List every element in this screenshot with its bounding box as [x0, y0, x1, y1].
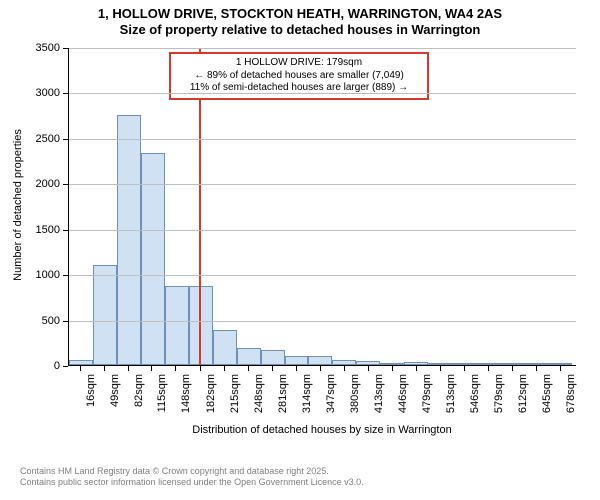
y-tick-label: 1500	[20, 224, 60, 236]
histogram-bar	[285, 356, 309, 365]
x-tick-label: 49sqm	[109, 374, 121, 414]
y-tick-mark	[63, 321, 68, 322]
histogram-bar	[476, 363, 500, 365]
y-tick-label: 2000	[20, 178, 60, 190]
histogram-chart: 1, HOLLOW DRIVE, STOCKTON HEATH, WARRING…	[0, 0, 600, 500]
x-tick-label: 413sqm	[373, 374, 385, 414]
x-tick-mark	[344, 366, 345, 371]
x-tick-mark	[104, 366, 105, 371]
histogram-bar	[332, 360, 356, 365]
x-tick-mark	[296, 366, 297, 371]
histogram-bar	[524, 363, 548, 365]
y-tick-label: 500	[20, 315, 60, 327]
x-tick-label: 82sqm	[133, 374, 145, 414]
x-tick-mark	[368, 366, 369, 371]
y-tick-mark	[63, 230, 68, 231]
x-tick-label: 16sqm	[85, 374, 97, 414]
x-tick-label: 248sqm	[253, 374, 265, 414]
x-tick-mark	[248, 366, 249, 371]
x-tick-label: 479sqm	[421, 374, 433, 414]
x-tick-mark	[536, 366, 537, 371]
histogram-bar	[117, 115, 141, 365]
x-tick-label: 215sqm	[229, 374, 241, 414]
y-tick-label: 3500	[20, 42, 60, 54]
y-gridline	[69, 48, 576, 49]
x-tick-mark	[488, 366, 489, 371]
y-tick-mark	[63, 366, 68, 367]
x-tick-label: 579sqm	[493, 374, 505, 414]
histogram-bar	[213, 330, 237, 365]
x-tick-mark	[151, 366, 152, 371]
y-tick-mark	[63, 184, 68, 185]
histogram-bar	[452, 363, 476, 365]
x-tick-label: 182sqm	[205, 374, 217, 414]
x-tick-mark	[128, 366, 129, 371]
x-tick-label: 314sqm	[301, 374, 313, 414]
histogram-bar	[500, 363, 524, 365]
y-tick-mark	[63, 275, 68, 276]
annotation-line-2: ← 89% of detached houses are smaller (7,…	[177, 70, 421, 83]
histogram-bar	[404, 362, 428, 365]
y-tick-label: 1000	[20, 269, 60, 281]
x-tick-mark	[440, 366, 441, 371]
x-tick-label: 281sqm	[277, 374, 289, 414]
histogram-bar	[93, 265, 117, 365]
y-gridline	[69, 139, 576, 140]
y-gridline	[69, 184, 576, 185]
x-tick-mark	[200, 366, 201, 371]
histogram-bar	[548, 363, 572, 365]
y-tick-mark	[63, 48, 68, 49]
y-tick-mark	[63, 139, 68, 140]
footer-attribution: Contains HM Land Registry data © Crown c…	[20, 466, 364, 489]
x-tick-label: 612sqm	[517, 374, 529, 414]
x-tick-label: 115sqm	[156, 374, 168, 414]
histogram-bar	[165, 286, 189, 365]
y-tick-label: 3000	[20, 87, 60, 99]
y-tick-mark	[63, 93, 68, 94]
x-tick-mark	[272, 366, 273, 371]
x-tick-label: 678sqm	[565, 374, 577, 414]
histogram-bar	[261, 350, 285, 365]
x-tick-label: 546sqm	[469, 374, 481, 414]
x-tick-mark	[560, 366, 561, 371]
x-tick-mark	[392, 366, 393, 371]
annotation-line-1: 1 HOLLOW DRIVE: 179sqm	[177, 57, 421, 70]
title-line-1: 1, HOLLOW DRIVE, STOCKTON HEATH, WARRING…	[0, 6, 600, 22]
histogram-bar	[69, 360, 93, 365]
x-tick-label: 513sqm	[445, 374, 457, 414]
y-gridline	[69, 275, 576, 276]
x-tick-mark	[224, 366, 225, 371]
histogram-bar	[308, 356, 332, 365]
title-line-2: Size of property relative to detached ho…	[0, 22, 600, 38]
x-tick-label: 347sqm	[325, 374, 337, 414]
histogram-bar	[356, 361, 380, 365]
x-tick-mark	[320, 366, 321, 371]
histogram-bar	[237, 348, 261, 365]
x-tick-mark	[416, 366, 417, 371]
y-tick-label: 0	[20, 360, 60, 372]
x-axis-label: Distribution of detached houses by size …	[68, 424, 576, 436]
x-tick-mark	[464, 366, 465, 371]
footer-line-1: Contains HM Land Registry data © Crown c…	[20, 466, 364, 477]
y-gridline	[69, 321, 576, 322]
x-tick-label: 645sqm	[541, 374, 553, 414]
annotation-box: 1 HOLLOW DRIVE: 179sqm ← 89% of detached…	[169, 52, 429, 100]
y-gridline	[69, 230, 576, 231]
x-tick-label: 148sqm	[180, 374, 192, 414]
footer-line-2: Contains public sector information licen…	[20, 477, 364, 488]
y-gridline	[69, 93, 576, 94]
x-tick-label: 380sqm	[349, 374, 361, 414]
plot-area: 1 HOLLOW DRIVE: 179sqm ← 89% of detached…	[68, 48, 576, 366]
histogram-bar	[428, 363, 452, 365]
x-tick-mark	[175, 366, 176, 371]
y-tick-label: 2500	[20, 133, 60, 145]
x-tick-mark	[512, 366, 513, 371]
x-tick-mark	[80, 366, 81, 371]
x-tick-label: 446sqm	[397, 374, 409, 414]
histogram-bar	[380, 363, 404, 365]
chart-titles: 1, HOLLOW DRIVE, STOCKTON HEATH, WARRING…	[0, 0, 600, 37]
